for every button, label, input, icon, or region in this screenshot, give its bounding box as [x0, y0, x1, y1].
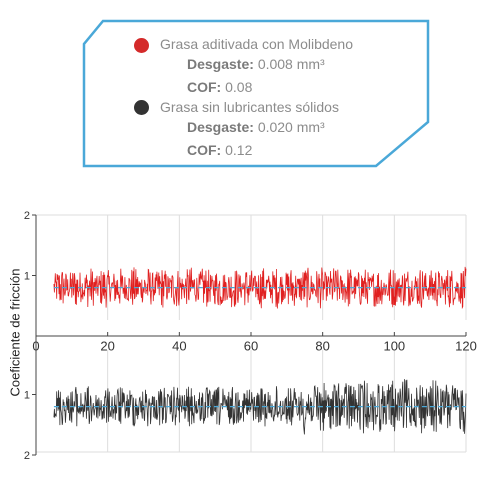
legend-cof-molibdeno: COF: 0.08: [187, 79, 252, 95]
y-tick-label: 1: [24, 390, 30, 402]
legend-wear-molibdeno: Desgaste: 0.008 mm³: [187, 56, 325, 72]
cof-label: COF:: [187, 79, 222, 95]
legend-cof-sin-lubricantes: COF: 0.12: [187, 142, 252, 158]
legend-frame: [82, 19, 430, 168]
signal-line-sin-lubricantes: [53, 379, 467, 435]
legend-name-sin-lubricantes: Grasa sin lubricantes sólidos: [160, 99, 339, 115]
y-tick-label: 2: [24, 450, 30, 462]
cof-value: 0.08: [225, 79, 253, 95]
legend-dot-sin-lubricantes: [134, 100, 149, 115]
signal-line-molibdeno: [53, 266, 467, 310]
legend-name-molibdeno: Grasa aditivada con Molibdeno: [160, 36, 354, 52]
legend-dot-molibdeno: [134, 38, 149, 53]
wear-value: 0.020 mm³: [257, 119, 325, 135]
x-tick-label: 120: [455, 339, 477, 354]
wear-label: Desgaste:: [187, 119, 254, 135]
x-tick-label: 80: [315, 339, 329, 354]
cof-label: COF:: [187, 142, 222, 158]
y-axis-label: Coeficiente de fricción: [7, 268, 23, 397]
wear-label: Desgaste:: [187, 56, 254, 72]
wear-value: 0.008 mm³: [257, 56, 325, 72]
x-tick-label: 100: [383, 339, 405, 354]
y-tick-label: 2: [24, 210, 30, 222]
y-tick-label: 1: [24, 271, 30, 283]
legend-wear-sin-lubricantes: Desgaste: 0.020 mm³: [187, 119, 325, 135]
x-tick-label: 20: [100, 339, 114, 354]
x-tick-label: 40: [172, 339, 186, 354]
x-tick-label: 0: [32, 339, 39, 354]
cof-value: 0.12: [225, 142, 253, 158]
x-tick-label: 60: [244, 339, 258, 354]
